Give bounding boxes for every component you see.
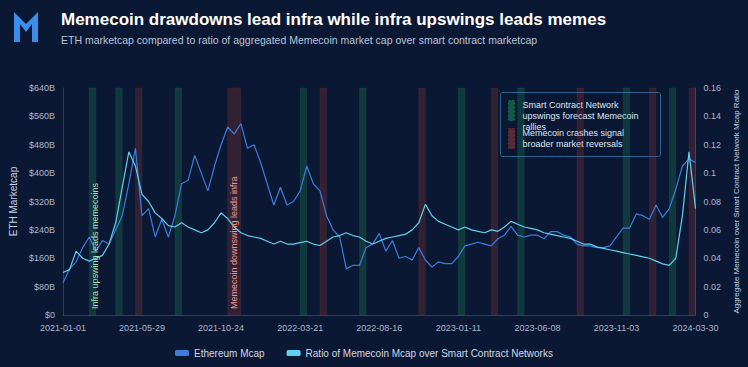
svg-text:2021-10-24: 2021-10-24 xyxy=(198,323,244,333)
svg-text:$560B: $560B xyxy=(29,111,55,121)
svg-text:Aggregate Memecoin over Smart: Aggregate Memecoin over Smart Contract N… xyxy=(732,89,741,314)
svg-text:Ethereum Mcap: Ethereum Mcap xyxy=(194,348,265,359)
svg-text:0.08: 0.08 xyxy=(704,197,722,207)
svg-text:$240B: $240B xyxy=(29,225,55,235)
svg-text:$0: $0 xyxy=(45,310,55,320)
svg-text:ETH Marketcap: ETH Marketcap xyxy=(8,166,19,236)
svg-text:2021-05-29: 2021-05-29 xyxy=(119,323,165,333)
svg-text:Memecoin drawdowns lead infra: Memecoin drawdowns lead infra while infr… xyxy=(61,10,606,29)
svg-text:2022-03-21: 2022-03-21 xyxy=(277,323,323,333)
svg-text:0.1: 0.1 xyxy=(704,168,717,178)
svg-text:2023-06-08: 2023-06-08 xyxy=(514,323,560,333)
svg-text:$320B: $320B xyxy=(29,197,55,207)
svg-text:0.14: 0.14 xyxy=(704,111,722,121)
svg-text:rallies: rallies xyxy=(522,122,546,132)
svg-text:$480B: $480B xyxy=(29,140,55,150)
svg-text:2021-01-01: 2021-01-01 xyxy=(40,323,86,333)
svg-text:Ratio of Memecoin Mcap over Sm: Ratio of Memecoin Mcap over Smart Contra… xyxy=(306,348,553,359)
svg-text:Memecoin crashes signal: Memecoin crashes signal xyxy=(523,128,627,138)
svg-text:$80B: $80B xyxy=(34,282,55,292)
svg-text:Smart Contract Network: Smart Contract Network xyxy=(523,100,622,110)
svg-text:2023-01-11: 2023-01-11 xyxy=(436,323,481,333)
svg-text:$640B: $640B xyxy=(29,83,55,93)
svg-text:0.04: 0.04 xyxy=(704,253,722,263)
svg-text:0.06: 0.06 xyxy=(704,225,722,235)
svg-text:$400B: $400B xyxy=(29,168,55,178)
svg-text:broader market reversals: broader market reversals xyxy=(523,139,624,149)
svg-text:0.12: 0.12 xyxy=(704,140,722,150)
svg-text:2024-03-30: 2024-03-30 xyxy=(673,323,719,333)
svg-text:ETH marketcap compared to rati: ETH marketcap compared to ratio of aggre… xyxy=(61,34,537,46)
svg-text:2023-11-03: 2023-11-03 xyxy=(594,323,639,333)
svg-text:0.16: 0.16 xyxy=(704,83,722,93)
svg-text:Infra upswing leads memecoins: Infra upswing leads memecoins xyxy=(90,182,100,309)
svg-text:0.02: 0.02 xyxy=(704,282,722,292)
svg-text:Memecoin downswing leads infra: Memecoin downswing leads infra xyxy=(229,176,239,309)
svg-text:0: 0 xyxy=(704,310,709,320)
svg-text:$160B: $160B xyxy=(29,253,55,263)
svg-text:2022-08-16: 2022-08-16 xyxy=(356,323,402,333)
